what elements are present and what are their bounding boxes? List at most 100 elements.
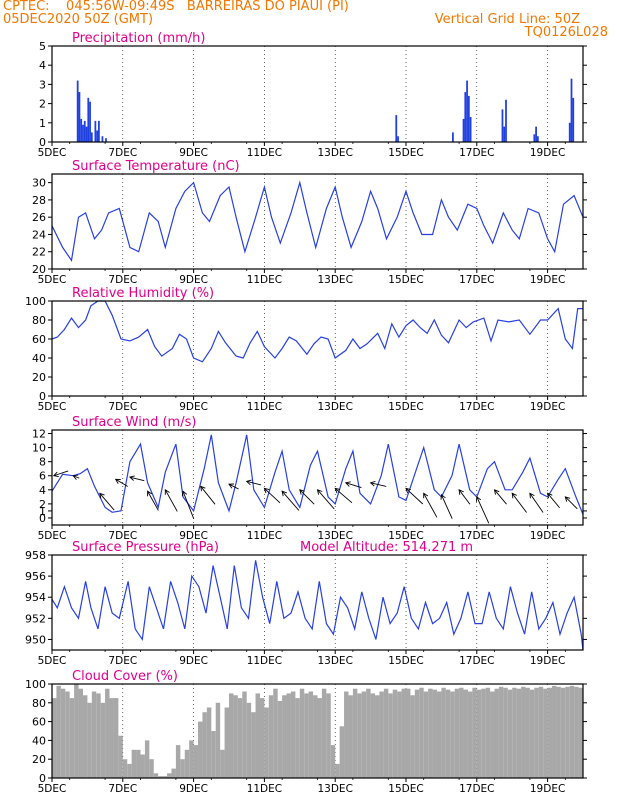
cloud-cover-bar bbox=[547, 687, 553, 778]
wind-vector-head bbox=[200, 485, 206, 492]
cloud-cover-bar bbox=[184, 749, 190, 778]
panel-title: Surface Temperature (nC) bbox=[72, 159, 240, 174]
wind-vector bbox=[182, 491, 195, 519]
cloud-cover-bar bbox=[189, 740, 194, 778]
cloud-cover-bar bbox=[574, 686, 579, 778]
wind-vector-head bbox=[546, 492, 553, 499]
wind-vector bbox=[547, 493, 560, 509]
y-tick-label: 0 bbox=[39, 512, 46, 525]
cloud-cover-bar bbox=[180, 759, 185, 778]
wind-vector bbox=[99, 493, 115, 511]
cloud-cover-bar bbox=[69, 698, 75, 778]
cloud-cover-bar bbox=[175, 745, 181, 778]
y-tick-label: 2 bbox=[39, 498, 46, 511]
wind-vector bbox=[164, 489, 178, 512]
cloud-cover-bar bbox=[246, 702, 252, 778]
cloud-cover-bar bbox=[109, 698, 114, 778]
cloud-cover-bar bbox=[352, 688, 358, 778]
y-tick-label: 8 bbox=[39, 456, 46, 469]
cloud-cover-bar bbox=[432, 689, 437, 778]
wind-vector bbox=[564, 496, 578, 510]
precipitation-bar bbox=[395, 115, 398, 142]
wind-vector bbox=[200, 486, 216, 505]
wind-vector bbox=[440, 494, 453, 519]
precipitation-bar bbox=[101, 136, 104, 142]
x-tick-label: 7DEC bbox=[108, 274, 137, 286]
cloud-cover-bar bbox=[428, 688, 433, 778]
wind-vector-head bbox=[475, 496, 482, 502]
series-line bbox=[51, 300, 583, 363]
wind-vector bbox=[405, 488, 424, 505]
x-tick-label: 7DEC bbox=[108, 147, 137, 159]
wind-vector-head bbox=[299, 489, 305, 495]
series-line bbox=[51, 434, 584, 515]
precipitation-bar bbox=[80, 118, 83, 142]
x-tick-label: 9DEC bbox=[179, 147, 208, 159]
cloud-cover-bar bbox=[206, 707, 212, 778]
wind-vector bbox=[476, 496, 490, 524]
y-tick-label: 20 bbox=[32, 753, 46, 766]
wind-vector-head bbox=[72, 474, 79, 480]
x-tick-label: 17DEC bbox=[459, 401, 494, 413]
cloud-cover-bar bbox=[87, 702, 92, 778]
y-tick-label: 28 bbox=[32, 194, 46, 207]
panel-title: Surface Wind (m/s) bbox=[72, 415, 196, 430]
cloud-cover-bar bbox=[321, 688, 327, 778]
panel-title: Surface Pressure (hPa) bbox=[72, 540, 219, 555]
precipitation-bar bbox=[505, 99, 507, 142]
cloud-cover-bar bbox=[507, 689, 513, 778]
cloud-cover-bar bbox=[441, 687, 446, 778]
wind-vector bbox=[129, 476, 145, 482]
x-tick-label: 13DEC bbox=[317, 530, 352, 542]
cloud-cover-bar bbox=[96, 693, 101, 778]
wind-vector-head bbox=[334, 487, 341, 494]
panel-frame bbox=[51, 300, 584, 397]
cloud-cover-bar bbox=[565, 686, 570, 778]
y-tick-label: 950 bbox=[25, 633, 46, 646]
precipitation-bar bbox=[466, 80, 468, 142]
cloud-cover-bar bbox=[538, 686, 544, 778]
x-tick-label: 13DEC bbox=[317, 783, 352, 795]
precipitation-bar bbox=[78, 92, 81, 142]
cloud-cover-bar bbox=[268, 695, 274, 778]
cloud-cover-bar bbox=[74, 684, 79, 778]
x-tick-label: 13DEC bbox=[317, 401, 352, 413]
cloud-cover-bar bbox=[308, 691, 314, 778]
x-tick-label: 7DEC bbox=[108, 655, 137, 667]
x-tick-label: 7DEC bbox=[108, 530, 137, 542]
cloud-cover-bar bbox=[242, 691, 247, 778]
wind-vector bbox=[423, 493, 438, 518]
cloud-cover-bar bbox=[215, 702, 221, 778]
cloud-cover-bar bbox=[158, 776, 163, 778]
y-tick-label: 0 bbox=[39, 772, 46, 785]
wind-vector-head bbox=[128, 475, 135, 481]
x-tick-label: 7DEC bbox=[108, 401, 137, 413]
cloud-cover-bar bbox=[277, 700, 283, 778]
cloud-cover-bar bbox=[569, 685, 575, 778]
cloud-cover-bar bbox=[335, 763, 340, 778]
cloud-cover-bar bbox=[211, 731, 216, 778]
x-tick-label: 5DEC bbox=[38, 783, 67, 795]
cloud-cover-bar bbox=[560, 687, 566, 778]
x-tick-label: 9DEC bbox=[179, 401, 208, 413]
wind-vector bbox=[246, 480, 262, 486]
cloud-cover-bar bbox=[52, 698, 57, 778]
x-tick-label: 11DEC bbox=[247, 783, 282, 795]
y-tick-label: 2 bbox=[39, 98, 46, 111]
x-tick-label: 9DEC bbox=[179, 783, 208, 795]
x-tick-label: 11DEC bbox=[247, 655, 282, 667]
cloud-cover-bar bbox=[419, 687, 424, 778]
cloud-cover-bar bbox=[153, 773, 159, 778]
wind-vector-head bbox=[405, 487, 411, 494]
y-tick-label: 20 bbox=[32, 263, 46, 276]
x-tick-label: 5DEC bbox=[38, 530, 67, 542]
wind-vector bbox=[458, 489, 471, 505]
precipitation-bar bbox=[535, 126, 537, 142]
series-line bbox=[51, 180, 584, 262]
cloud-cover-bar bbox=[454, 688, 460, 778]
cloud-cover-bar bbox=[472, 687, 477, 778]
wind-vector-head bbox=[114, 478, 121, 484]
precipitation-bar bbox=[82, 124, 84, 142]
cloud-cover-bar bbox=[299, 688, 305, 778]
precipitation-bar bbox=[469, 117, 472, 142]
